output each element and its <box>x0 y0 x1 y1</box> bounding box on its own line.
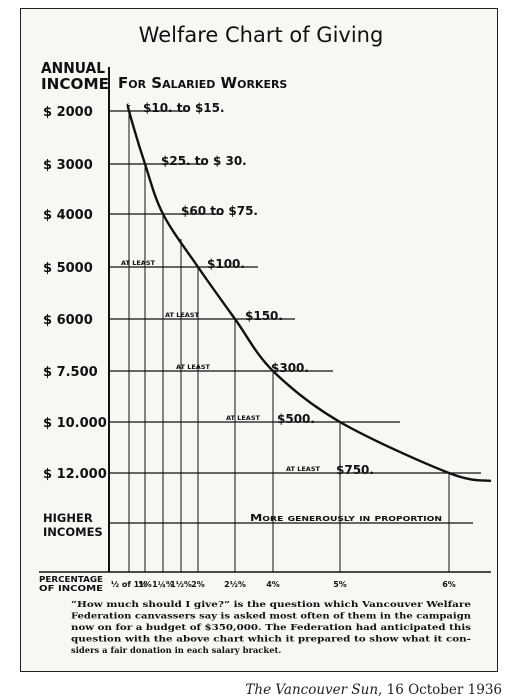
caption-line: now on for a budget of $350,000. The Fed… <box>71 622 471 632</box>
donation-amount: $60 to $75. <box>181 204 258 218</box>
percentage-verticals <box>128 111 450 572</box>
newspaper-clipping: Welfare Chart of Giving ANNUAL INCOME Fo… <box>20 8 498 672</box>
source-date: , 16 October 1936 <box>378 682 502 698</box>
income-label: $ 2000 <box>43 105 93 120</box>
higher-incomes-note: More generously in proportion <box>250 513 442 524</box>
percentage-tick-label: 5% <box>333 580 347 589</box>
income-label: $ 6000 <box>43 313 93 328</box>
at-least-label: AT LEAST <box>286 465 321 473</box>
income-label: $ 10.000 <box>43 416 107 431</box>
percentage-tick-labels: ½ of 1%1% 1¼%1½% 2% 2½% 4% 5% 6% <box>111 579 456 589</box>
donation-amount: $500. <box>277 412 315 426</box>
higher-incomes-label: HIGHER INCOMES <box>43 511 103 539</box>
source-publication: The Vancouver Sun <box>245 682 378 698</box>
at-least-label: AT LEAST <box>165 311 200 319</box>
percentage-tick-label: 1¼% <box>152 579 174 589</box>
income-label: $ 12.000 <box>43 467 107 482</box>
donation-amount: $25. to $ 30. <box>161 154 247 168</box>
percentage-tick-label: 2½% <box>224 579 246 589</box>
income-label: $ 3000 <box>43 158 93 173</box>
income-label: $ 5000 <box>43 261 93 276</box>
axis-heading-annual: ANNUAL <box>41 59 105 77</box>
chart-title: Welfare Chart of Giving <box>139 23 384 47</box>
caption-line: question with the above chart which it p… <box>71 634 472 644</box>
caption-line: siders a fair donation in each salary br… <box>71 645 281 655</box>
at-least-label: AT LEAST <box>121 259 156 267</box>
higher-incomes-text: HIGHER <box>43 511 93 525</box>
donation-amount: $150. <box>245 309 283 323</box>
donation-amount: $100. <box>207 257 245 271</box>
percentage-tick-label: 1% <box>138 580 152 589</box>
percentage-tick-label: ½ of 1% <box>111 579 147 589</box>
income-label: $ 7.500 <box>43 365 98 380</box>
x-axis-label-of-income: OF INCOME <box>39 584 103 593</box>
percentage-tick-label: 6% <box>442 580 456 589</box>
percentage-tick-label: 4% <box>266 580 280 589</box>
percentage-tick-label: 1½% <box>170 579 192 589</box>
source-credit: The Vancouver Sun, 16 October 1936 <box>245 682 502 698</box>
x-axis-label-percentage: PERCENTAGE <box>39 575 103 584</box>
chart-subtitle: For Salaried Workers <box>118 74 287 92</box>
donation-labels: $10. to $15. $25. to $ 30. $60 to $75. AT L… <box>121 101 374 477</box>
caption-line: “How much should I give?” is the questio… <box>71 599 471 609</box>
giving-curve <box>126 103 492 483</box>
higher-incomes-text-2: INCOMES <box>43 525 103 539</box>
donation-amount: $300. <box>271 361 309 375</box>
income-label: $ 4000 <box>43 208 93 223</box>
percentage-tick-label: 2% <box>191 580 205 589</box>
giving-chart: Welfare Chart of Giving ANNUAL INCOME Fo… <box>39 23 492 655</box>
donation-amount: $10. to $15. <box>143 101 225 115</box>
at-least-label: AT LEAST <box>176 363 211 371</box>
at-least-label: AT LEAST <box>226 414 261 422</box>
caption-line: Federation canvassers say is asked most … <box>71 611 471 621</box>
income-labels: $ 2000 $ 3000 $ 4000 $ 5000 $ 6000 $ 7.500 $ 1… <box>43 105 107 482</box>
donation-amount: $750. <box>336 463 374 477</box>
caption: “How much should I give?” is the questio… <box>71 599 472 655</box>
axis-heading-income: INCOME <box>41 75 109 93</box>
